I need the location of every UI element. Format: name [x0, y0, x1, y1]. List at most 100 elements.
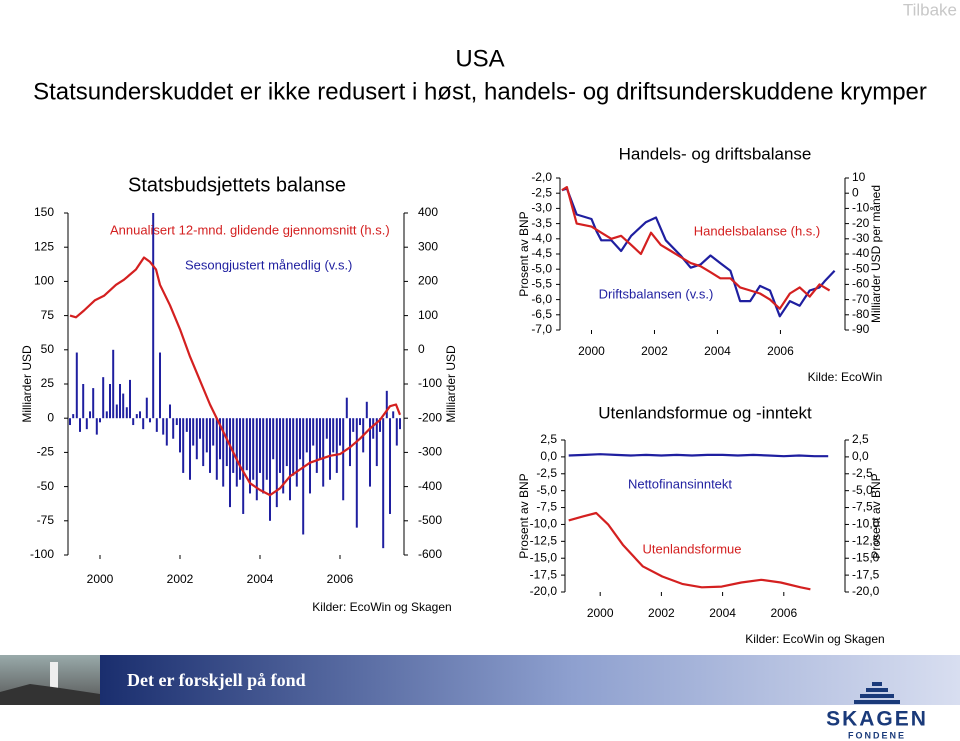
bar [389, 418, 391, 514]
bar [292, 418, 295, 476]
bar [142, 418, 145, 430]
bar [319, 418, 321, 460]
bar [205, 418, 208, 453]
bar [215, 418, 218, 480]
bar [92, 388, 95, 419]
bar [282, 418, 285, 494]
bar [375, 418, 378, 467]
bar [339, 418, 341, 446]
y2-tick-label: 200 [418, 274, 438, 288]
bar [305, 418, 308, 453]
bar [72, 414, 75, 419]
bar [169, 404, 171, 419]
bar [379, 418, 381, 432]
y-tick-label: -75 [37, 513, 55, 527]
bar [365, 401, 368, 419]
bar [275, 418, 278, 508]
y-tick-label: -2,5 [531, 185, 552, 199]
bar [249, 418, 251, 494]
bar [119, 384, 121, 419]
source: Kilde: EcoWin [808, 370, 883, 384]
bar [112, 349, 115, 419]
bar [279, 418, 281, 473]
bar [232, 418, 235, 473]
bar [265, 418, 268, 480]
bar [212, 418, 215, 446]
bar [152, 213, 155, 419]
bar [69, 418, 71, 426]
bar [255, 418, 258, 501]
bar [202, 418, 205, 467]
y2-tick-label: -12,5 [852, 534, 880, 548]
bar [295, 418, 298, 487]
bar [325, 418, 328, 439]
bar [182, 418, 185, 473]
bar [145, 397, 148, 419]
bar [285, 418, 288, 467]
y-tick-label: -25 [37, 445, 55, 459]
y2-tick-label: 2,5 [852, 432, 869, 446]
bar [79, 418, 81, 432]
annotation: Driftsbalansen (v.s.) [599, 286, 714, 301]
y2-tick-label: 0 [418, 342, 425, 356]
y-tick-label: -15,0 [530, 550, 558, 564]
bar [125, 407, 128, 419]
slide-title: USA [455, 45, 504, 72]
x-tick-label: 2002 [167, 572, 194, 586]
bar [135, 414, 138, 419]
bar [209, 418, 211, 473]
y-tick-label: 50 [41, 342, 55, 356]
bar [312, 418, 315, 446]
bar [335, 418, 338, 473]
back-link[interactable]: Tilbake [903, 0, 957, 19]
y2-tick-label: -60 [852, 277, 870, 291]
bar [149, 418, 151, 423]
y2-tick-label: -10 [852, 201, 870, 215]
y-axis-label: Prosent av BNP [517, 211, 531, 296]
bar [239, 418, 241, 480]
lighthouse [50, 662, 58, 688]
x-tick-label: 2000 [87, 572, 114, 586]
y2-tick-label: -200 [418, 410, 442, 424]
logo-sub: FONDENE [848, 730, 906, 740]
bar [369, 418, 371, 487]
line [561, 186, 831, 310]
bar [172, 418, 175, 439]
y2-tick-label: -80 [852, 307, 870, 321]
bar [372, 418, 375, 439]
bar [302, 418, 305, 535]
source: Kilder: EcoWin og Skagen [745, 632, 884, 646]
bar [349, 418, 351, 467]
y-tick-label: -12,5 [530, 534, 558, 548]
line [568, 453, 829, 458]
bar [222, 418, 225, 487]
bar [345, 397, 348, 419]
bar [195, 418, 198, 460]
y2-tick-label: -70 [852, 292, 870, 306]
bar [225, 418, 228, 467]
y-tick-label: -6,0 [531, 292, 552, 306]
banner-text: Det er forskjell på fond [127, 670, 306, 690]
y2-tick-label: -2,5 [852, 466, 873, 480]
bar [235, 418, 238, 487]
x-tick-label: 2004 [704, 344, 731, 358]
y-tick-label: -5,0 [536, 483, 557, 497]
y-tick-label: -17,5 [530, 567, 558, 581]
y2-tick-label: -50 [852, 261, 870, 275]
bar [165, 418, 168, 446]
line [69, 256, 402, 497]
bar [355, 418, 358, 528]
y-tick-label: 125 [34, 239, 54, 253]
slide-subtitle: Statsunderskuddet er ikke redusert i høs… [33, 78, 927, 105]
bar [315, 418, 318, 473]
bar [309, 418, 311, 494]
x-tick-label: 2000 [578, 344, 605, 358]
y2-tick-label: 300 [418, 239, 438, 253]
bar [139, 411, 141, 419]
bar [219, 418, 221, 460]
bar [89, 411, 91, 419]
y-tick-label: -2,5 [536, 466, 557, 480]
rocks [0, 684, 100, 705]
y-axis-label: Milliarder USD [20, 345, 34, 423]
